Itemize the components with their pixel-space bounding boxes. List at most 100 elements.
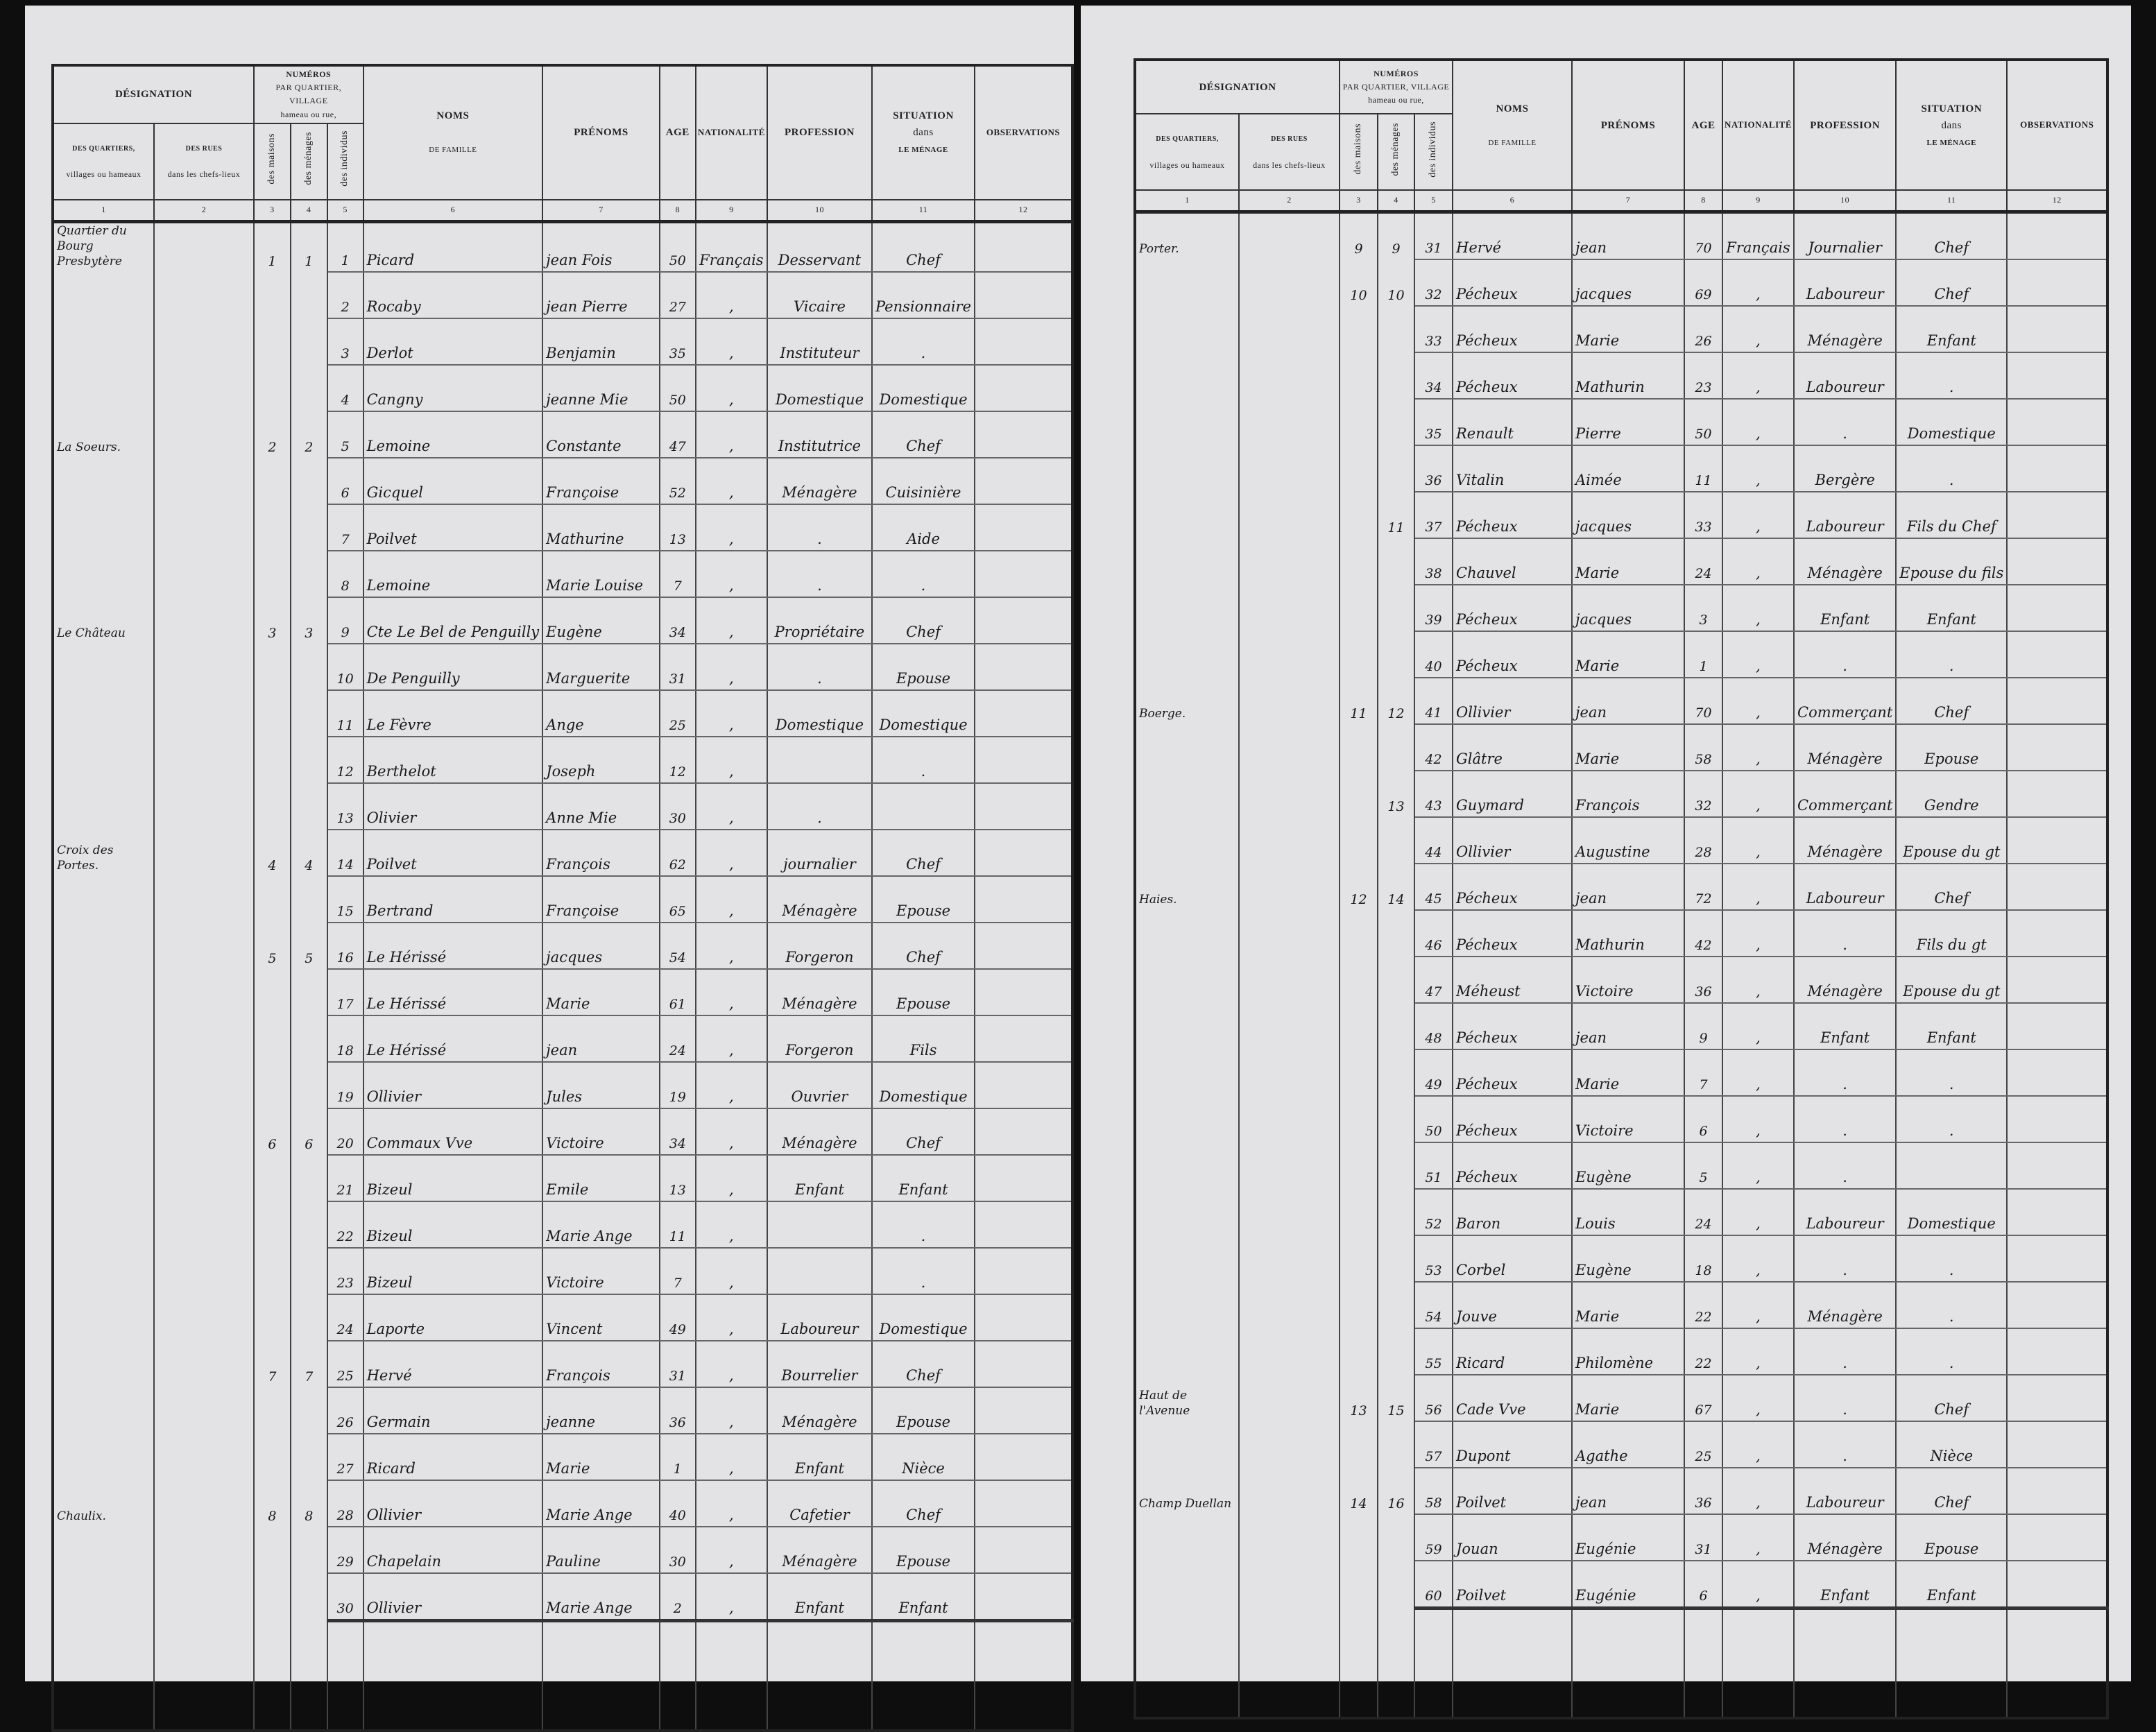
- prenom: Jules: [542, 1062, 660, 1110]
- census-row: Haut de l'Avenue 13 15 56 Cade Vve Marie 67,. C…: [1134, 1375, 2109, 1422]
- nationalite: ,: [1721, 445, 1795, 492]
- census-row: Quartier du Bourg Presbytère 1 1 1 Picard jea…: [52, 221, 1073, 273]
- census-row: 3 Derlot Benjamin 35, Instituteur.: [52, 318, 1073, 366]
- observations: [2006, 1421, 2109, 1468]
- villages-label: villages ou hameaux: [1149, 160, 1225, 170]
- column-number: 12: [2006, 189, 2109, 214]
- profession: .: [766, 783, 873, 831]
- header-situation: SITUATION dans LE MÉNAGE: [871, 65, 976, 200]
- rue-cell: [1238, 1328, 1340, 1375]
- observations: [974, 221, 1073, 273]
- situation-menage: Chef: [871, 1341, 976, 1389]
- nom-de-famille: Glâtre: [1452, 724, 1573, 771]
- nationalite: ,: [694, 1248, 768, 1296]
- rue-cell: [1238, 724, 1340, 771]
- header-situation: SITUATION dans LE MÉNAGE: [1895, 59, 2008, 191]
- header-des-menages: des ménages: [1377, 113, 1415, 191]
- rue-cell: [1238, 1514, 1340, 1561]
- blank-cell: [974, 1619, 1073, 1731]
- des-maisons-label: des maisons: [1353, 123, 1364, 175]
- situation-menage: Chef: [871, 597, 976, 645]
- quartier-cell: Boerge.: [1134, 678, 1240, 724]
- observations: [974, 504, 1073, 552]
- prenom: jacques: [1571, 492, 1685, 539]
- prenom: Eugène: [1571, 1235, 1685, 1283]
- quartier-cell: Champ Duellan: [1134, 1468, 1240, 1514]
- menage-number: [1377, 1235, 1415, 1282]
- rue-cell: [153, 737, 255, 784]
- situation-menage: Gendre: [1895, 771, 2008, 818]
- rue-cell: [1238, 1282, 1340, 1328]
- situation-menage: Chef: [1895, 1375, 2008, 1422]
- nom-de-famille: Méheust: [1452, 957, 1573, 1004]
- numeros-subtitle-2: hameau ou rue,: [1368, 95, 1424, 105]
- header-des-quartiers: DES QUARTIERS, villages ou hameaux: [52, 122, 155, 200]
- rue-cell: [1238, 399, 1340, 445]
- menage-number: [1377, 352, 1415, 399]
- census-table: DÉSIGNATION NUMÉROS PAR QUARTIER, VILLAG…: [1133, 58, 2110, 1720]
- menage-number: [289, 504, 328, 551]
- nationalite: ,: [1721, 1049, 1795, 1097]
- menage-number: 11: [1377, 492, 1415, 538]
- profession: .: [1793, 399, 1897, 446]
- nom-de-famille: Vitalin: [1452, 445, 1573, 492]
- des-menages-label: des ménages: [1390, 122, 1401, 176]
- individu-number: 35: [1414, 399, 1453, 446]
- situation-menage: Fils: [871, 1015, 976, 1063]
- age: 13: [658, 504, 696, 552]
- observations: [974, 969, 1073, 1017]
- census-row: 18 Le Hérissé jean 24, Forgeron Fils: [52, 1015, 1073, 1063]
- menage-number: [289, 1573, 328, 1621]
- prenom: jacques: [1571, 585, 1685, 632]
- situation-menage: Enfant: [1895, 1003, 2008, 1050]
- census-page-left: DÉSIGNATION NUMÉROS PAR QUARTIER, VILLAG…: [25, 6, 1074, 1732]
- individu-number: 53: [1414, 1235, 1453, 1283]
- nationalite: ,: [1721, 910, 1795, 957]
- quartier-cell: [52, 1248, 155, 1295]
- age: 11: [1684, 445, 1723, 492]
- profession: .: [766, 551, 873, 599]
- census-row: 59 Jouan Eugénie 31, Ménagère Epouse: [1134, 1514, 2109, 1561]
- column-number: 11: [871, 198, 976, 223]
- quartier-cell: [1134, 492, 1240, 538]
- prenom: Victoire: [542, 1108, 660, 1156]
- maison-number: [1339, 585, 1378, 631]
- nom-de-famille: Hervé: [362, 1341, 544, 1389]
- observations: [974, 1248, 1073, 1296]
- quartier-cell: [1134, 399, 1240, 445]
- nationalite: ,: [694, 1527, 768, 1575]
- blank-cell: [1895, 1606, 2008, 1718]
- prenom: Augustine: [1571, 817, 1685, 864]
- nationalite: ,: [694, 923, 768, 970]
- census-row: 47 Méheust Victoire 36, Ménagère Epouse du gt: [1134, 957, 2109, 1004]
- census-row: 8 Lemoine Marie Louise 7,..: [52, 551, 1073, 599]
- nationalite: ,: [1721, 957, 1795, 1004]
- individu-number: 51: [1414, 1142, 1453, 1190]
- nationalite: ,: [694, 1108, 768, 1156]
- census-row: 49 Pécheux Marie 7,..: [1134, 1049, 2109, 1097]
- maison-number: [253, 969, 291, 1016]
- maison-number: [1339, 1561, 1378, 1609]
- profession: Domestique: [766, 690, 873, 738]
- menage-number: [1377, 306, 1415, 352]
- maison-number: 5: [253, 923, 291, 970]
- age: 35: [658, 318, 696, 366]
- age: 47: [658, 411, 696, 459]
- nationalite: ,: [1721, 1096, 1795, 1143]
- census-row: 26 Germain jeanne 36, Ménagère Epouse: [52, 1387, 1073, 1435]
- nom-de-famille: Gicquel: [362, 458, 544, 506]
- blank-cell: [52, 1620, 155, 1731]
- individu-number: 52: [1414, 1189, 1453, 1236]
- observations: [2006, 1282, 2109, 1329]
- quartier-cell: [52, 1573, 155, 1621]
- age: 24: [1684, 1189, 1723, 1236]
- individu-number: 4: [326, 365, 364, 413]
- nationalite: ,: [1721, 1421, 1795, 1468]
- menage-number: [289, 783, 328, 830]
- age: 62: [658, 830, 696, 877]
- quartier-cell: Haut de l'Avenue: [1134, 1375, 1240, 1421]
- prenom: François: [542, 830, 660, 877]
- blank-cell: [362, 1619, 544, 1731]
- menage-number: [289, 1527, 328, 1574]
- observations: [974, 411, 1073, 459]
